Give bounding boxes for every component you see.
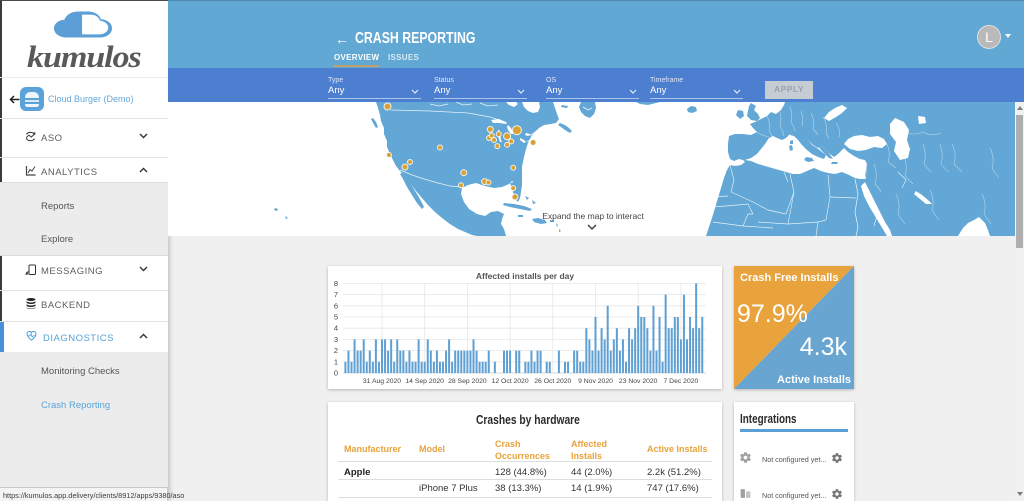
svg-text:23 Nov 2020: 23 Nov 2020 <box>619 378 658 385</box>
svg-text:31 Aug 2020: 31 Aug 2020 <box>363 378 401 385</box>
svg-text:28 Sep 2020: 28 Sep 2020 <box>448 378 487 385</box>
svg-text:14 Sep 2020: 14 Sep 2020 <box>405 378 444 385</box>
svg-text:12 Oct 2020: 12 Oct 2020 <box>492 378 529 385</box>
svg-text:2: 2 <box>334 346 338 355</box>
svg-text:1: 1 <box>334 357 338 366</box>
svg-text:0: 0 <box>334 369 338 378</box>
svg-text:5: 5 <box>334 313 338 322</box>
svg-text:3: 3 <box>334 335 338 344</box>
svg-text:7: 7 <box>334 290 338 299</box>
svg-text:Affected installs per day: Affected installs per day <box>476 271 575 281</box>
svg-text:6: 6 <box>334 301 338 310</box>
svg-text:4: 4 <box>334 324 338 333</box>
svg-text:7 Dec 2020: 7 Dec 2020 <box>664 378 699 385</box>
svg-text:26 Oct 2020: 26 Oct 2020 <box>534 378 571 385</box>
svg-text:8: 8 <box>334 279 338 288</box>
svg-text:9 Nov 2020: 9 Nov 2020 <box>578 378 613 385</box>
